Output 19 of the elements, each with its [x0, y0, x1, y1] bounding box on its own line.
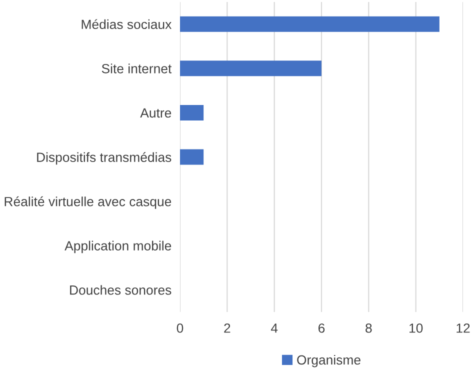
legend-label: Organisme	[297, 354, 360, 368]
y-tick-label: Site internet	[102, 64, 172, 74]
bar	[180, 104, 204, 120]
bar	[180, 149, 204, 165]
y-tick-label: Autre	[140, 108, 172, 118]
x-tick-label: 12	[456, 323, 470, 333]
x-tick-label: 8	[366, 323, 372, 333]
y-tick-label: Médias sociaux	[82, 19, 172, 30]
bar	[180, 16, 440, 32]
y-tick-label: Douches sonores	[70, 285, 172, 295]
x-tick-label: 2	[224, 323, 230, 333]
x-tick-label: 6	[318, 323, 325, 333]
y-tick-label: Réalité virtuelle avec casque	[4, 196, 172, 209]
x-tick-label: 4	[270, 324, 278, 333]
x-tick-label: 10	[410, 323, 423, 333]
y-tick-label: Dispositifs transmédias	[37, 152, 172, 165]
bar	[180, 60, 322, 76]
y-tick-label: Application mobile	[64, 240, 172, 254]
x-tick-label: 0	[176, 323, 184, 333]
